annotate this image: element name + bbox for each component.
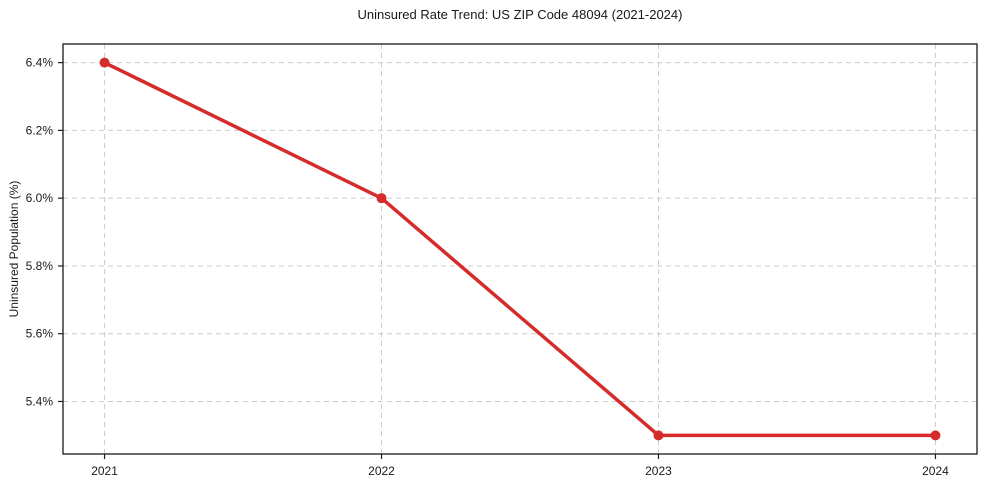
- y-tick-label: 6.2%: [26, 123, 54, 137]
- x-tick-label: 2023: [645, 464, 672, 478]
- data-point-2024: [930, 430, 941, 441]
- chart-title: Uninsured Rate Trend: US ZIP Code 48094 …: [357, 7, 683, 22]
- x-tick-label: 2022: [368, 464, 395, 478]
- data-point-2021: [99, 57, 110, 68]
- data-point-2023: [653, 430, 664, 441]
- x-tick-label: 2024: [922, 464, 949, 478]
- x-tick-label: 2021: [91, 464, 118, 478]
- data-point-2022: [376, 193, 387, 204]
- y-tick-label: 6.0%: [26, 191, 54, 205]
- trend-line: [102, 60, 938, 438]
- y-tick-label: 5.8%: [26, 259, 54, 273]
- y-tick-label: 6.4%: [26, 56, 54, 70]
- y-tick-label: 5.4%: [26, 394, 54, 408]
- y-tick-label: 5.6%: [26, 327, 54, 341]
- axes-frame: [62, 43, 978, 455]
